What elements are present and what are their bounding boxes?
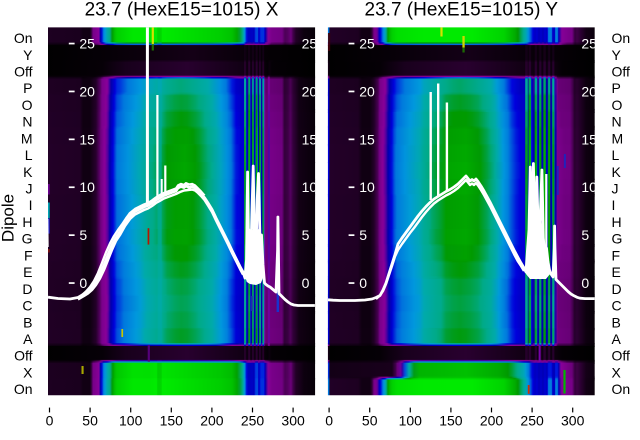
svg-text:0: 0 (46, 413, 54, 429)
svg-text:H: H (612, 214, 622, 230)
svg-text:K: K (612, 164, 622, 180)
svg-text:F: F (612, 247, 621, 263)
svg-text:I: I (612, 197, 616, 213)
svg-text:P: P (23, 80, 32, 96)
svg-text:J: J (26, 181, 33, 197)
svg-text:Off: Off (612, 64, 631, 80)
svg-text:0: 0 (359, 275, 367, 291)
svg-text:10: 10 (359, 179, 375, 195)
svg-text:E: E (23, 264, 32, 280)
svg-text:D: D (612, 281, 622, 297)
svg-text:5: 5 (79, 227, 87, 243)
svg-text:250: 250 (520, 413, 544, 429)
svg-text:23.7 (HexE15=1015) Y: 23.7 (HexE15=1015) Y (365, 0, 559, 20)
svg-text:5: 5 (302, 227, 310, 243)
svg-text:100: 100 (119, 413, 143, 429)
svg-text:15: 15 (302, 131, 318, 147)
svg-text:25: 25 (79, 36, 95, 52)
svg-text:10: 10 (79, 179, 95, 195)
svg-text:J: J (612, 181, 619, 197)
svg-text:25: 25 (581, 36, 597, 52)
svg-text:N: N (612, 114, 622, 130)
svg-text:X: X (23, 364, 33, 380)
svg-text:20: 20 (359, 84, 375, 100)
svg-text:Off: Off (14, 64, 33, 80)
svg-text:Y: Y (23, 47, 33, 63)
svg-text:C: C (612, 298, 622, 314)
svg-text:O: O (612, 97, 623, 113)
svg-text:K: K (23, 164, 33, 180)
svg-text:200: 200 (480, 413, 504, 429)
svg-text:N: N (22, 114, 32, 130)
svg-text:L: L (612, 147, 620, 163)
svg-text:H: H (22, 214, 32, 230)
svg-text:B: B (23, 314, 32, 330)
svg-text:A: A (612, 331, 622, 347)
svg-text:100: 100 (399, 413, 423, 429)
svg-text:150: 150 (439, 413, 463, 429)
svg-text:15: 15 (79, 131, 95, 147)
svg-text:On: On (612, 381, 631, 397)
svg-text:10: 10 (581, 179, 597, 195)
svg-text:E: E (612, 264, 621, 280)
svg-text:P: P (612, 80, 621, 96)
svg-text:On: On (612, 30, 631, 46)
svg-text:23.7 (HexE15=1015) X: 23.7 (HexE15=1015) X (85, 0, 279, 20)
svg-text:20: 20 (79, 84, 95, 100)
svg-text:0: 0 (79, 275, 87, 291)
svg-text:20: 20 (302, 84, 318, 100)
svg-text:50: 50 (362, 413, 378, 429)
svg-text:B: B (612, 314, 621, 330)
svg-text:A: A (23, 331, 33, 347)
svg-text:15: 15 (581, 131, 597, 147)
svg-text:Off: Off (14, 348, 33, 364)
svg-text:15: 15 (359, 131, 375, 147)
svg-text:200: 200 (200, 413, 224, 429)
svg-text:25: 25 (302, 36, 318, 52)
svg-text:25: 25 (359, 36, 375, 52)
svg-text:O: O (22, 97, 33, 113)
svg-text:150: 150 (160, 413, 184, 429)
svg-text:0: 0 (581, 275, 589, 291)
svg-text:0: 0 (302, 275, 310, 291)
svg-text:Y: Y (612, 47, 622, 63)
svg-text:M: M (612, 130, 624, 146)
svg-text:50: 50 (82, 413, 98, 429)
svg-text:Off: Off (612, 348, 631, 364)
svg-text:D: D (22, 281, 32, 297)
svg-text:300: 300 (561, 413, 585, 429)
svg-text:5: 5 (359, 227, 367, 243)
svg-text:On: On (14, 30, 33, 46)
svg-text:On: On (14, 381, 33, 397)
svg-text:250: 250 (241, 413, 265, 429)
svg-text:300: 300 (281, 413, 305, 429)
svg-text:5: 5 (581, 227, 589, 243)
svg-text:F: F (24, 247, 33, 263)
svg-text:G: G (22, 231, 33, 247)
svg-text:L: L (25, 147, 33, 163)
svg-text:I: I (29, 197, 33, 213)
svg-text:C: C (22, 298, 32, 314)
svg-text:G: G (612, 231, 623, 247)
svg-text:10: 10 (302, 179, 318, 195)
svg-text:M: M (21, 130, 33, 146)
svg-text:0: 0 (325, 413, 333, 429)
svg-text:Dipole: Dipole (0, 194, 17, 242)
svg-text:20: 20 (581, 84, 597, 100)
svg-text:X: X (612, 364, 622, 380)
